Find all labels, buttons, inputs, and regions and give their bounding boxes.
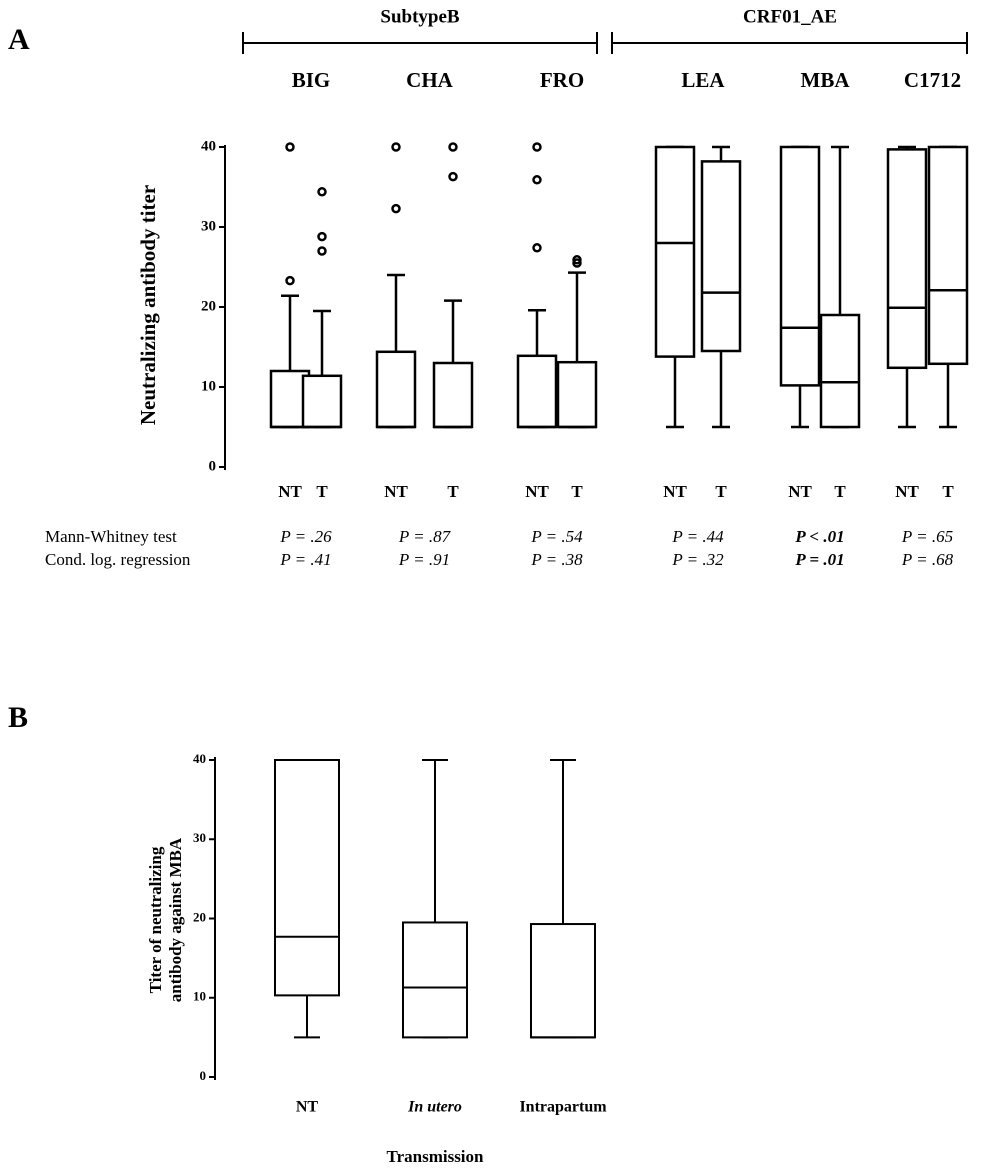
x-tick-label: NT: [895, 482, 919, 501]
p-value: P = .65: [901, 527, 953, 546]
x-tick-label: T: [834, 482, 846, 501]
p-value: P = .26: [279, 527, 332, 546]
x-tick-label: Intrapartum: [519, 1099, 607, 1116]
figure: A B Neutralizing antibody titer Titer of…: [0, 0, 990, 1171]
x-tick-label: NT: [296, 1099, 319, 1116]
group-label: LEA: [681, 68, 725, 92]
p-value: P = .38: [530, 550, 583, 569]
y-tick-label: 30: [193, 830, 206, 845]
outlier: [534, 144, 541, 151]
box: [518, 356, 556, 427]
y-tick-label: 20: [193, 909, 206, 924]
outlier: [287, 277, 294, 284]
box: [558, 362, 596, 427]
p-value: P = .87: [398, 527, 452, 546]
box: [275, 760, 339, 995]
box: [656, 147, 694, 357]
y-axis-title: antibody against MBA: [166, 837, 185, 1002]
p-value: P = .01: [794, 550, 844, 569]
x-tick-label: T: [942, 482, 954, 501]
x-tick-label: NT: [525, 482, 549, 501]
test-name: Mann-Whitney test: [45, 527, 177, 546]
outlier: [287, 144, 294, 151]
box: [702, 161, 740, 351]
box: [929, 147, 967, 364]
outlier: [393, 144, 400, 151]
y-tick-label: 0: [200, 1068, 207, 1083]
outlier: [534, 176, 541, 183]
y-tick-label: 0: [209, 458, 217, 474]
x-tick-label: T: [715, 482, 727, 501]
clade-label: CRF01_AE: [743, 6, 837, 27]
box: [434, 363, 472, 427]
outlier: [319, 248, 326, 255]
y-tick-label: 10: [193, 989, 206, 1004]
x-tick-label: NT: [663, 482, 687, 501]
p-value: P < .01: [794, 527, 844, 546]
y-tick-label: 30: [201, 218, 216, 234]
box: [781, 147, 819, 385]
group-label: FRO: [540, 68, 584, 92]
outlier: [393, 205, 400, 212]
p-value: P = .68: [901, 550, 954, 569]
outlier: [450, 144, 457, 151]
group-label: C1712: [904, 68, 961, 92]
p-value: P = .91: [398, 550, 450, 569]
box: [821, 315, 859, 427]
panel-letter: B: [8, 701, 28, 734]
outlier: [319, 188, 326, 195]
group-label: BIG: [292, 68, 331, 92]
y-axis-title: Titer of neutralizing: [146, 846, 165, 993]
p-value: P = .44: [671, 527, 724, 546]
p-value: P = .32: [671, 550, 724, 569]
panel-letter: A: [8, 23, 30, 56]
box: [377, 352, 415, 427]
y-tick-label: 20: [201, 298, 216, 314]
y-tick-label: 40: [193, 751, 206, 766]
x-tick-label: NT: [384, 482, 408, 501]
outlier: [319, 233, 326, 240]
group-label: MBA: [801, 68, 851, 92]
p-value: P = .41: [279, 550, 331, 569]
y-axis-title: Neutralizing antibody titer: [136, 185, 160, 425]
x-tick-label: NT: [278, 482, 302, 501]
x-tick-label: T: [316, 482, 328, 501]
test-name: Cond. log. regression: [45, 550, 191, 569]
y-tick-label: 10: [201, 378, 216, 394]
outlier: [450, 173, 457, 180]
box: [531, 924, 595, 1037]
x-axis-title: Transmission: [387, 1147, 485, 1166]
box: [303, 376, 341, 427]
x-tick-label: NT: [788, 482, 812, 501]
x-tick-label: T: [447, 482, 459, 501]
y-tick-label: 40: [201, 138, 216, 154]
x-tick-label: In utero: [407, 1099, 462, 1116]
p-value: P = .54: [530, 527, 583, 546]
clade-label: SubtypeB: [380, 6, 460, 27]
box: [403, 922, 467, 1037]
group-label: CHA: [406, 68, 454, 92]
outlier: [534, 244, 541, 251]
box: [888, 149, 926, 367]
x-tick-label: T: [571, 482, 583, 501]
